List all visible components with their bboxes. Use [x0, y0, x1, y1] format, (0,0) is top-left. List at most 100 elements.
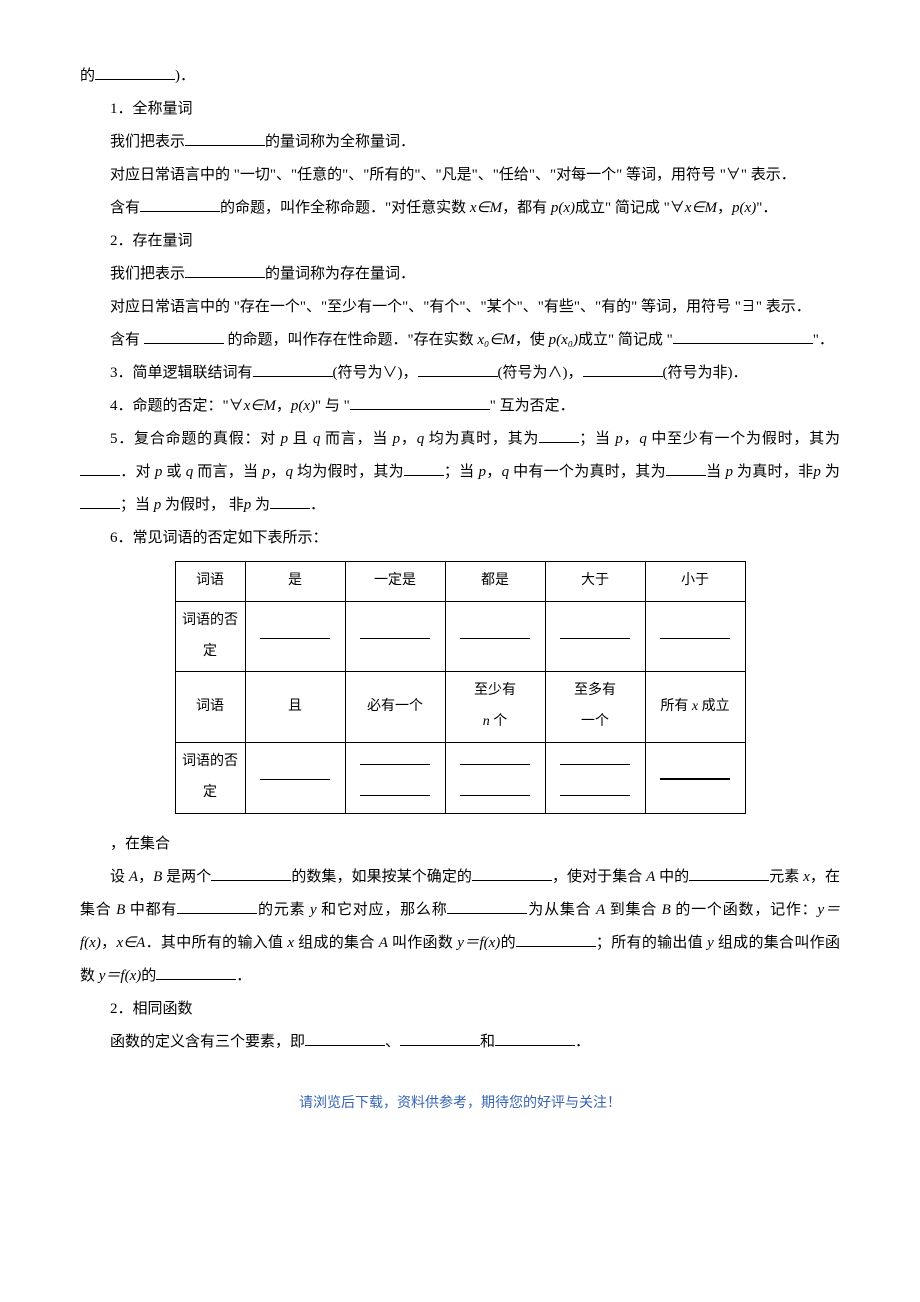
frag-a: 的 — [80, 68, 95, 84]
cell — [345, 601, 445, 672]
negation-table: 词语 是 一定是 都是 大于 小于 词语的否定 词语 且 必有一个 至少有n 个… — [175, 561, 746, 814]
q: q — [285, 464, 293, 480]
math: p(x) — [551, 200, 575, 216]
cell — [245, 601, 345, 672]
t: 成立" 简记成 "∀ — [575, 200, 685, 216]
t: 的元素 — [257, 902, 310, 918]
cell: 至多有一个 — [545, 672, 645, 743]
cell — [645, 601, 745, 672]
func2-body: 函数的定义含有三个要素，即、和． — [80, 1026, 840, 1059]
t: 和 — [480, 1034, 495, 1050]
cell — [545, 601, 645, 672]
t: 元素 — [769, 869, 803, 885]
cell: 小于 — [645, 562, 745, 602]
cell: 大于 — [545, 562, 645, 602]
yfx: y＝f(x) — [99, 968, 141, 984]
math: x₀∈M — [477, 332, 514, 348]
blank — [460, 782, 530, 796]
B: B — [153, 869, 162, 885]
func1-body: 设 A，B 是两个的数集，如果按某个确定的，使对于集合 A 中的元素 x，在集合… — [80, 861, 840, 993]
t: ， — [276, 398, 291, 414]
t: 中都有 — [125, 902, 177, 918]
blank — [95, 65, 175, 80]
cell: 词语 — [175, 672, 245, 743]
t: 、 — [385, 1034, 400, 1050]
blank — [660, 766, 730, 780]
t: ，使 — [515, 332, 549, 348]
t: ．对 — [120, 464, 155, 480]
t: 的 — [500, 935, 516, 951]
sec3: 3．简单逻辑联结词有(符号为∨)，(符号为∧)，(符号为非)． — [80, 357, 840, 390]
cell — [345, 742, 445, 813]
t: 均为假时，其为 — [293, 464, 404, 480]
t: ． — [575, 1034, 590, 1050]
t: 成立" 简记成 " — [578, 332, 673, 348]
q: q — [502, 464, 510, 480]
t: 的 — [141, 968, 156, 984]
blank — [673, 329, 813, 344]
t: ．其中所有的输入值 — [145, 935, 287, 951]
blank — [460, 751, 530, 765]
t: "． — [756, 200, 777, 216]
t: 的一个函数，记作： — [671, 902, 818, 918]
y: y — [310, 902, 317, 918]
table-row: 词语的否定 — [175, 742, 745, 813]
blank — [418, 362, 498, 377]
t: 含有 — [110, 332, 140, 348]
blank — [260, 766, 330, 780]
t: 为真时，非 — [733, 464, 813, 480]
t: 的命题，叫作存在性命题．"存在实数 — [228, 332, 478, 348]
t: (符号为非)． — [663, 365, 748, 381]
t: 中至少有一个为假时，其为 — [647, 431, 840, 447]
t: 中有一个为真时，其为 — [509, 464, 666, 480]
t: 我们把表示 — [110, 134, 185, 150]
t: 中的 — [655, 869, 689, 885]
t: 叫作函数 — [388, 935, 457, 951]
p: p — [725, 464, 733, 480]
t: ， — [717, 200, 732, 216]
func1-head: ，在集合 — [80, 828, 840, 861]
t: 到集合 — [605, 902, 661, 918]
blank — [185, 131, 265, 146]
math: p(x) — [732, 200, 756, 216]
p: p — [479, 464, 487, 480]
cell — [545, 742, 645, 813]
cell: 且 — [245, 672, 345, 743]
table-row: 词语 且 必有一个 至少有n 个 至多有一个 所有 x 成立 — [175, 672, 745, 743]
sec1-p3: 含有的命题，叫作全称命题．"对任意实数 x∈M，都有 p(x)成立" 简记成 "… — [80, 192, 840, 225]
blank — [305, 1031, 385, 1046]
t: ；当 — [579, 431, 615, 447]
blank — [211, 866, 291, 881]
t: 组成的集合 — [294, 935, 379, 951]
blank — [177, 899, 257, 914]
p: p — [813, 464, 821, 480]
t: ；所有的输出值 — [596, 935, 707, 951]
t: ， — [400, 431, 417, 447]
t: ． — [236, 968, 251, 984]
blank — [400, 1031, 480, 1046]
sec4: 4．命题的否定："∀x∈M，p(x)" 与 "" 互为否定． — [80, 390, 840, 423]
B: B — [662, 902, 671, 918]
A: A — [129, 869, 138, 885]
cell: 是 — [245, 562, 345, 602]
B: B — [116, 902, 125, 918]
t: 3．简单逻辑联结词有 — [110, 365, 253, 381]
t: 而言，当 — [320, 431, 392, 447]
blank — [140, 197, 220, 212]
y: y — [707, 935, 714, 951]
math: x∈M — [244, 398, 276, 414]
t: " 与 " — [315, 398, 350, 414]
blank — [80, 494, 120, 509]
t: ， — [270, 464, 286, 480]
t: 当 — [706, 464, 726, 480]
sec2-p3: 含有 的命题，叫作存在性命题．"存在实数 x₀∈M，使 p(x₀)成立" 简记成… — [80, 324, 840, 357]
q: q — [639, 431, 647, 447]
t: 为 — [251, 497, 270, 513]
blank — [404, 461, 444, 476]
fragment-top: 的)． — [80, 60, 840, 93]
math: x∈M — [470, 200, 502, 216]
t: 的量词称为存在量词． — [265, 266, 415, 282]
blank — [253, 362, 333, 377]
t: 为从集合 — [527, 902, 596, 918]
t: 5．复合命题的真假：对 — [110, 431, 281, 447]
